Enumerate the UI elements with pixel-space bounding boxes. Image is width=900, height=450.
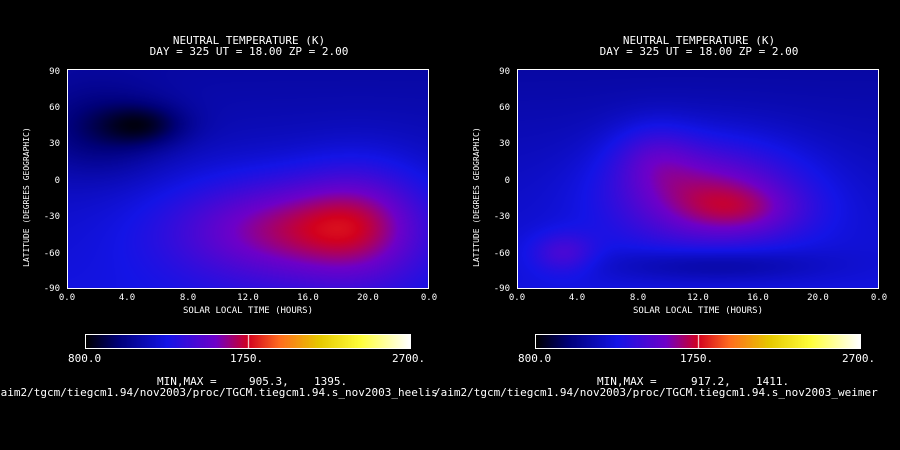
plot-title: NEUTRAL TEMPERATURE (K) [622,34,776,47]
x-tick-label: 12.0 [687,293,709,303]
max-value: 1411. [756,375,790,388]
colorbar-max-label: 2700. [392,352,426,365]
minmax-label: MIN,MAX = [597,375,657,388]
plot-subtitle: DAY = 325 UT = 18.00 ZP = 2.00 [149,45,349,58]
x-tick-label: 8.0 [179,293,197,303]
y-tick-label: 90 [499,67,510,77]
x-tick-label: 8.0 [629,293,647,303]
plot-subtitle: DAY = 325 UT = 18.00 ZP = 2.00 [599,45,799,58]
heatmap-plot [67,69,429,289]
colorbar-mid-label: 1750. [230,352,264,365]
x-tick-label: 0.0 [870,293,888,303]
y-tick-label: -90 [493,284,510,294]
y-axis-label: LATITUDE (DEGREES GEOGRAPHIC) [472,127,481,267]
min-value: 905.3, [249,375,289,388]
y-tick-label: -90 [43,284,60,294]
y-tick-label: -60 [43,249,60,259]
y-tick-label: -30 [493,212,510,222]
min-value: 917.2, [691,375,731,388]
y-tick-label: 0 [54,176,60,186]
y-tick-label: 30 [499,139,510,149]
x-tick-label: 0.0 [508,293,526,303]
plot-title: NEUTRAL TEMPERATURE (K) [172,34,326,47]
colorbar [85,334,411,349]
x-tick-label: 16.0 [297,293,319,303]
y-tick-label: 60 [49,103,60,113]
y-tick-label: -30 [43,212,60,222]
max-value: 1395. [314,375,348,388]
y-axis-label: LATITUDE (DEGREES GEOGRAPHIC) [22,127,31,267]
y-tick-label: -60 [493,249,510,259]
y-tick-label: 60 [499,103,510,113]
left-panel: NEUTRAL TEMPERATURE (K) DAY = 325 UT = 1… [0,34,438,399]
heatmap-plot [517,69,879,289]
heatmap-canvas [68,70,428,288]
x-axis-label: SOLAR LOCAL TIME (HOURS) [632,306,764,316]
y-tick-label: 90 [49,67,60,77]
x-tick-label: 4.0 [118,293,136,303]
x-tick-label: 4.0 [568,293,586,303]
right-panel: NEUTRAL TEMPERATURE (K) DAY = 325 UT = 1… [434,0,900,450]
colorbar-gradient [536,335,860,348]
y-tick-label: 30 [49,139,60,149]
colorbar-max-label: 2700. [842,352,876,365]
x-tick-label: 20.0 [357,293,379,303]
source-path: /aim2/tgcm/tiegcm1.94/nov2003/proc/TGCM.… [434,386,878,399]
heatmap-canvas [518,70,878,288]
x-tick-label: 12.0 [237,293,259,303]
colorbar [535,334,861,349]
x-tick-label: 0.0 [58,293,76,303]
x-tick-label: 16.0 [747,293,769,303]
x-tick-label: 0.0 [420,293,438,303]
colorbar-mid-label: 1750. [680,352,714,365]
source-path: /aim2/tgcm/tiegcm1.94/nov2003/proc/TGCM.… [0,386,438,399]
colorbar-min-label: 800.0 [68,352,102,365]
x-tick-label: 20.0 [807,293,829,303]
y-tick-label: 0 [504,176,510,186]
colorbar-gradient [86,335,410,348]
colorbar-min-label: 800.0 [518,352,552,365]
x-axis-label: SOLAR LOCAL TIME (HOURS) [182,306,314,316]
minmax-label: MIN,MAX = [157,375,217,388]
